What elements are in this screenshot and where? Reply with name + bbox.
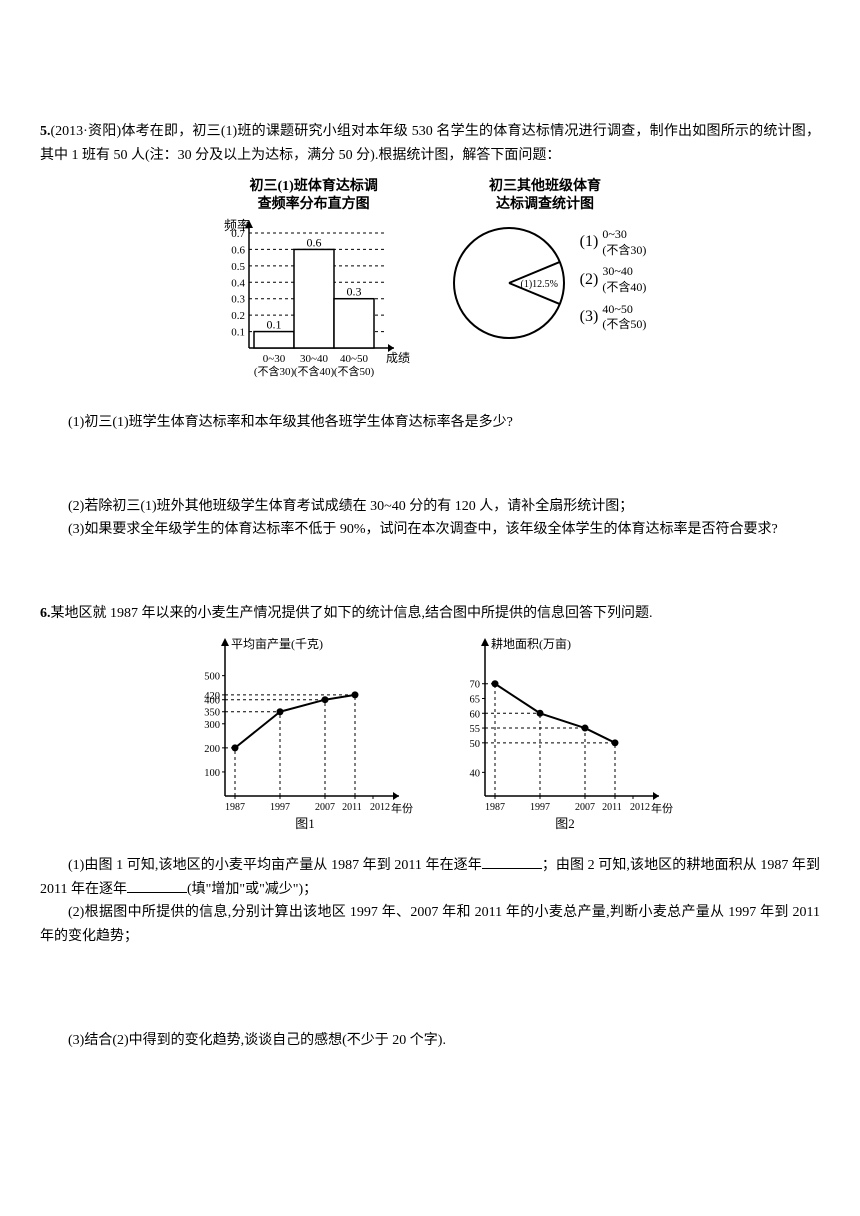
q6-charts: 平均亩产量(千克)1002003003504004205001987199720… (40, 636, 820, 840)
svg-text:1987: 1987 (485, 802, 505, 813)
q6-sub2: (2)根据图中所提供的信息,分别计算出该地区 1997 年、2007 年和 20… (40, 901, 820, 949)
svg-text:耕地面积(万亩): 耕地面积(万亩) (491, 636, 571, 651)
svg-text:图1: 图1 (295, 816, 315, 831)
svg-text:平均亩产量(千克): 平均亩产量(千克) (231, 636, 323, 651)
svg-text:0.3: 0.3 (346, 285, 361, 299)
svg-text:图2: 图2 (555, 816, 575, 831)
q5-hist-svg: 频率0.10.20.30.40.50.60.70.10~30(不含30)0.63… (214, 218, 414, 388)
q6-line2-svg: 耕地面积(万亩) 40 50 55 60 65 70 1987 1997 2007 2011 2012… (445, 636, 675, 831)
svg-text:1997: 1997 (530, 802, 550, 813)
svg-text:420: 420 (204, 691, 220, 702)
svg-text:(不含30): (不含30) (254, 364, 295, 378)
svg-text:0.4: 0.4 (231, 277, 245, 289)
svg-text:500: 500 (204, 672, 220, 683)
svg-text:200: 200 (204, 744, 220, 755)
blank-1 (482, 854, 542, 869)
q5-pie: 初三其他班级体育达标调查统计图 (1)12.5% (1)0~30(不含30)(2… (444, 178, 647, 397)
q5-stem: 5.(2013·资阳)体考在即，初三(1)班的课题研究小组对本年级 530 名学… (40, 120, 820, 168)
q5-source: (2013·资阳) (51, 124, 122, 139)
svg-text:1987: 1987 (225, 802, 245, 813)
svg-text:300: 300 (204, 720, 220, 731)
blank-2 (127, 878, 187, 893)
svg-text:2007: 2007 (315, 802, 335, 813)
svg-text:成绩: 成绩 (386, 351, 410, 365)
q5-pie-legend: (1)0~30(不含30)(2)30~40(不含40)(3)40~50(不含50… (580, 227, 647, 339)
svg-text:(1)12.5%: (1)12.5% (520, 279, 558, 290)
svg-text:2012: 2012 (370, 802, 390, 813)
svg-text:0.6: 0.6 (306, 235, 321, 249)
svg-text:年份: 年份 (651, 801, 673, 815)
q5-number: 5. (40, 124, 51, 139)
svg-text:0.7: 0.7 (231, 228, 245, 240)
q5-charts: 初三(1)班体育达标调查频率分布直方图 频率0.10.20.30.40.50.6… (40, 178, 820, 397)
svg-text:2011: 2011 (602, 802, 622, 813)
svg-text:70: 70 (470, 680, 481, 691)
svg-text:0~30: 0~30 (262, 353, 285, 365)
svg-text:2007: 2007 (575, 802, 595, 813)
svg-text:2011: 2011 (342, 802, 362, 813)
svg-text:1997: 1997 (270, 802, 290, 813)
q6-stem-text: 某地区就 1987 年以来的小麦生产情况提供了如下的统计信息,结合图中所提供的信… (51, 606, 653, 621)
page: 5.(2013·资阳)体考在即，初三(1)班的课题研究小组对本年级 530 名学… (0, 0, 860, 1093)
q5-histogram: 初三(1)班体育达标调查频率分布直方图 频率0.10.20.30.40.50.6… (214, 178, 414, 397)
svg-text:(不含50): (不含50) (334, 364, 375, 378)
svg-text:100: 100 (204, 768, 220, 779)
q6-stem: 6.某地区就 1987 年以来的小麦生产情况提供了如下的统计信息,结合图中所提供… (40, 602, 820, 626)
q5-pie-svg: (1)12.5% (444, 218, 574, 348)
svg-text:0.1: 0.1 (266, 318, 281, 332)
q6-line1: 平均亩产量(千克)1002003003504004205001987199720… (185, 636, 415, 840)
q6-sub3: (3)结合(2)中得到的变化趋势,谈谈自己的感想(不少于 20 个字). (40, 1029, 820, 1053)
svg-text:0.6: 0.6 (231, 244, 245, 256)
svg-text:0.1: 0.1 (231, 327, 245, 339)
q5-hist-title: 初三(1)班体育达标调查频率分布直方图 (214, 178, 414, 214)
svg-text:2012: 2012 (630, 802, 650, 813)
q6-line1-svg: 平均亩产量(千克)1002003003504004205001987199720… (185, 636, 415, 831)
svg-text:0.2: 0.2 (231, 310, 245, 322)
svg-text:60: 60 (470, 709, 481, 720)
q5-sub2: (2)若除初三(1)班外其他班级学生体育考试成绩在 30~40 分的有 120 … (40, 495, 820, 519)
svg-text:40~50: 40~50 (340, 353, 368, 365)
q5-pie-title: 初三其他班级体育达标调查统计图 (444, 178, 647, 214)
q6-sub1: (1)由图 1 可知,该地区的小麦平均亩产量从 1987 年到 2011 年在逐… (40, 854, 820, 902)
q6-number: 6. (40, 606, 51, 621)
q5-stem-text: 体考在即，初三(1)班的课题研究小组对本年级 530 名学生的体育达标情况进行调… (40, 124, 820, 163)
svg-text:30~40: 30~40 (300, 353, 328, 365)
svg-text:65: 65 (470, 694, 481, 705)
svg-text:年份: 年份 (391, 801, 413, 815)
q6-line2: 耕地面积(万亩) 40 50 55 60 65 70 1987 1997 2007 2011 2012… (445, 636, 675, 840)
svg-text:350: 350 (204, 708, 220, 719)
svg-text:(不含40): (不含40) (294, 364, 335, 378)
svg-text:0.5: 0.5 (231, 261, 245, 273)
svg-text:50: 50 (470, 739, 481, 750)
q5-sub3: (3)如果要求全年级学生的体育达标率不低于 90%，试问在本次调查中，该年级全体… (40, 518, 820, 542)
svg-text:0.3: 0.3 (231, 294, 245, 306)
svg-text:40: 40 (470, 768, 481, 779)
q5-sub1: (1)初三(1)班学生体育达标率和本年级其他各班学生体育达标率各是多少? (40, 411, 820, 435)
svg-text:55: 55 (470, 724, 481, 735)
